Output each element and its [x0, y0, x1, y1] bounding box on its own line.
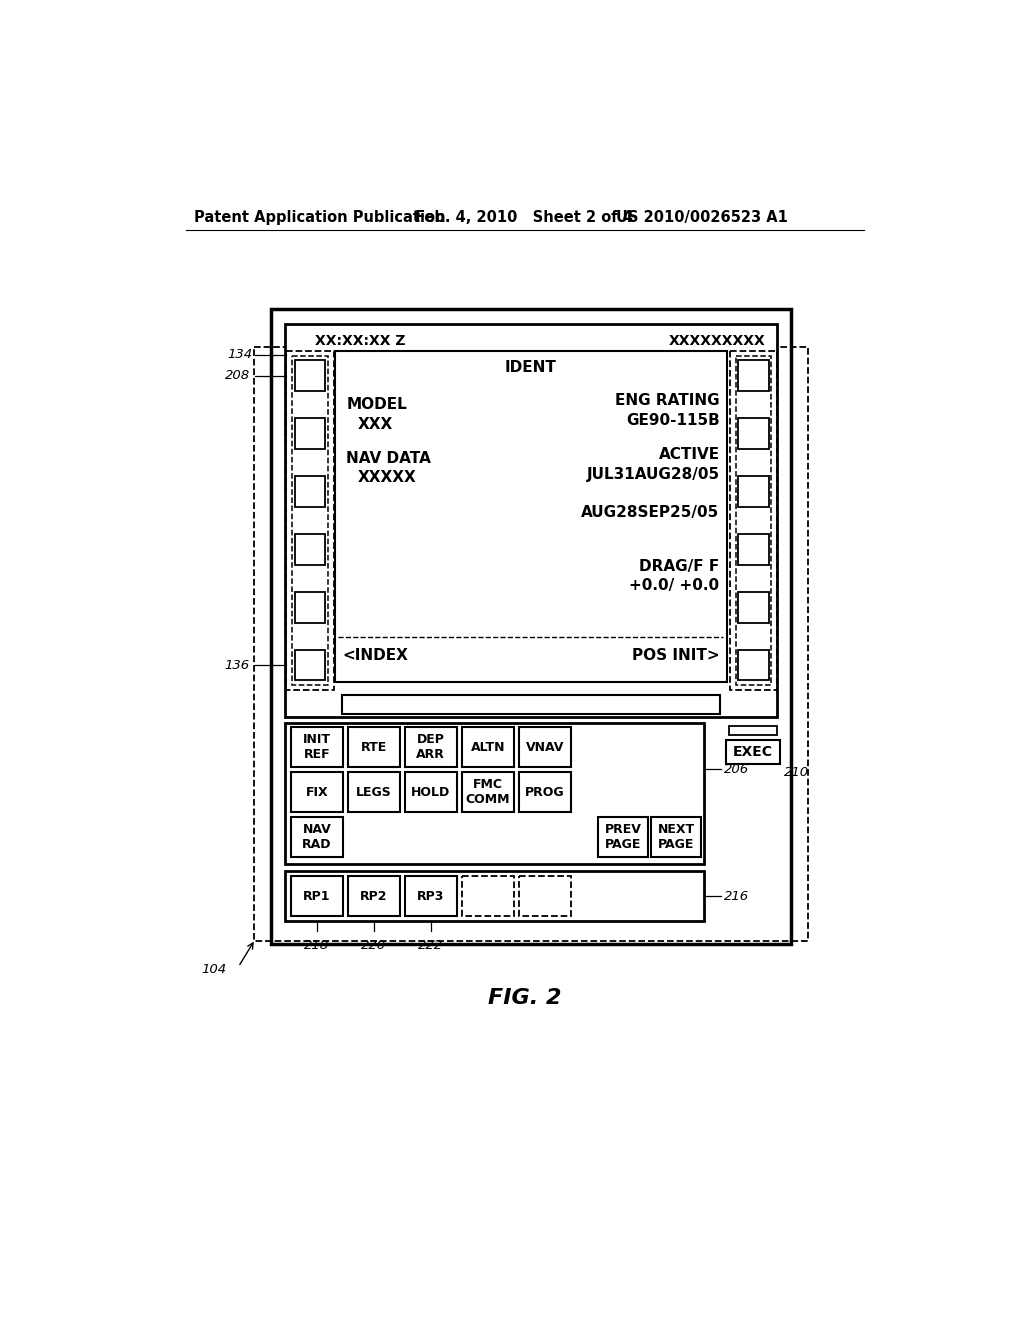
- Bar: [292, 355, 328, 685]
- Text: EXEC: EXEC: [733, 744, 773, 759]
- Bar: [291, 876, 343, 916]
- Bar: [295, 591, 326, 623]
- Text: <INDEX: <INDEX: [342, 648, 409, 663]
- Text: VNAV: VNAV: [525, 741, 564, 754]
- Text: 206: 206: [724, 763, 749, 776]
- Text: RP3: RP3: [417, 890, 444, 903]
- Bar: [738, 533, 769, 565]
- Text: INIT
REF: INIT REF: [303, 734, 331, 762]
- Text: POS INIT>: POS INIT>: [632, 648, 720, 663]
- Bar: [518, 727, 571, 767]
- Bar: [285, 723, 705, 865]
- Bar: [295, 649, 326, 681]
- Text: HOLD: HOLD: [412, 785, 451, 799]
- Text: 210: 210: [783, 766, 809, 779]
- Bar: [738, 360, 769, 391]
- Text: RTE: RTE: [360, 741, 387, 754]
- Bar: [738, 649, 769, 681]
- Text: XXXXXXXXX: XXXXXXXXX: [669, 334, 766, 348]
- Text: PROG: PROG: [525, 785, 564, 799]
- Bar: [295, 533, 326, 565]
- Text: FMC
COMM: FMC COMM: [466, 777, 510, 807]
- Text: NAV DATA: NAV DATA: [346, 451, 431, 466]
- Bar: [254, 347, 808, 941]
- Text: AUG28SEP25/05: AUG28SEP25/05: [582, 506, 720, 520]
- Bar: [736, 355, 771, 685]
- Bar: [335, 351, 727, 682]
- Bar: [285, 323, 777, 717]
- Text: 134: 134: [227, 348, 252, 362]
- Bar: [651, 817, 701, 857]
- Bar: [270, 309, 792, 944]
- Text: 220: 220: [361, 940, 386, 952]
- Text: US 2010/0026523 A1: US 2010/0026523 A1: [615, 210, 787, 226]
- Text: DEP
ARR: DEP ARR: [417, 734, 445, 762]
- Text: FIX: FIX: [305, 785, 329, 799]
- Bar: [295, 477, 326, 507]
- Text: XXX: XXX: [357, 417, 393, 432]
- Bar: [730, 351, 777, 689]
- Text: NAV
RAD: NAV RAD: [302, 822, 332, 851]
- Text: GE90-115B: GE90-115B: [626, 413, 720, 428]
- Text: LEGS: LEGS: [356, 785, 392, 799]
- Text: IDENT: IDENT: [505, 360, 557, 375]
- Text: 216: 216: [724, 890, 749, 903]
- Text: XXXXX: XXXXX: [357, 470, 417, 486]
- Bar: [291, 772, 343, 812]
- Bar: [348, 727, 400, 767]
- Bar: [404, 876, 457, 916]
- Bar: [348, 876, 400, 916]
- Bar: [738, 418, 769, 449]
- Bar: [598, 817, 648, 857]
- Text: PREV
PAGE: PREV PAGE: [604, 822, 641, 851]
- Text: Feb. 4, 2010   Sheet 2 of 4: Feb. 4, 2010 Sheet 2 of 4: [416, 210, 633, 226]
- Bar: [348, 772, 400, 812]
- Text: 222: 222: [418, 940, 443, 952]
- Bar: [462, 876, 514, 916]
- Text: XX:XX:XX Z: XX:XX:XX Z: [315, 334, 406, 348]
- Bar: [462, 772, 514, 812]
- Text: FIG. 2: FIG. 2: [488, 989, 561, 1008]
- Bar: [518, 876, 571, 916]
- Bar: [726, 739, 779, 764]
- Bar: [729, 726, 776, 735]
- Text: 104: 104: [202, 964, 226, 977]
- Text: 136: 136: [225, 659, 250, 672]
- Bar: [285, 871, 705, 921]
- Text: DRAG/F F: DRAG/F F: [639, 558, 720, 574]
- Text: 218: 218: [304, 940, 330, 952]
- Text: +0.0/ +0.0: +0.0/ +0.0: [630, 578, 720, 593]
- Bar: [342, 696, 720, 714]
- Text: 208: 208: [225, 370, 250, 381]
- Bar: [738, 477, 769, 507]
- Bar: [404, 727, 457, 767]
- Bar: [295, 360, 326, 391]
- Text: JUL31AUG28/05: JUL31AUG28/05: [587, 466, 720, 482]
- Text: NEXT
PAGE: NEXT PAGE: [657, 822, 694, 851]
- Bar: [295, 418, 326, 449]
- Text: MODEL: MODEL: [346, 397, 407, 412]
- Text: ALTN: ALTN: [471, 741, 505, 754]
- Bar: [518, 772, 571, 812]
- Bar: [404, 772, 457, 812]
- Bar: [738, 591, 769, 623]
- Text: ACTIVE: ACTIVE: [658, 447, 720, 462]
- Text: ENG RATING: ENG RATING: [615, 393, 720, 408]
- Bar: [286, 351, 334, 689]
- Bar: [291, 817, 343, 857]
- Bar: [462, 727, 514, 767]
- Bar: [291, 727, 343, 767]
- Text: RP1: RP1: [303, 890, 331, 903]
- Text: RP2: RP2: [360, 890, 388, 903]
- Text: Patent Application Publication: Patent Application Publication: [194, 210, 445, 226]
